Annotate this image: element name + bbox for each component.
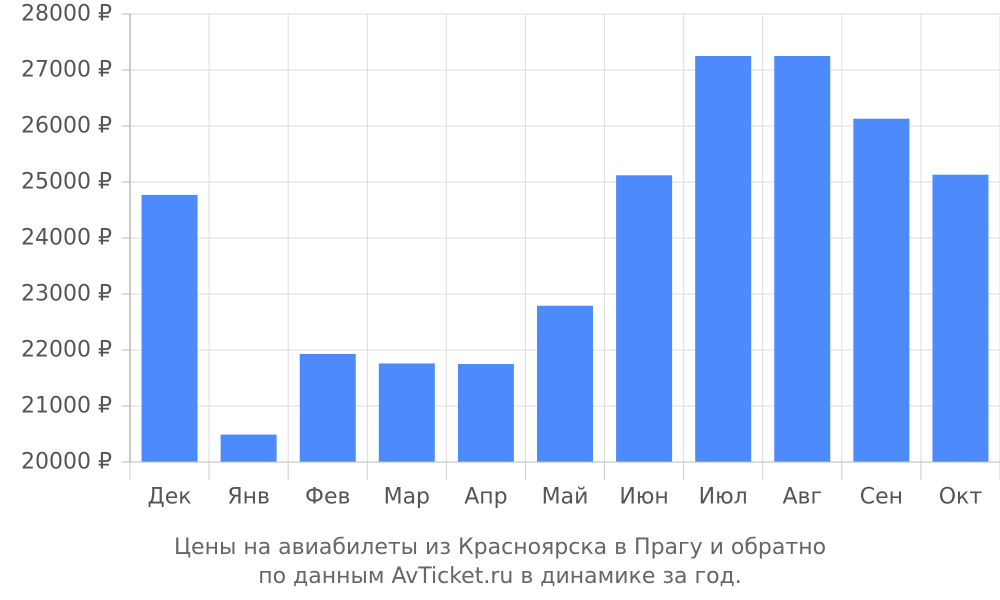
- y-tick-label: 28000 ₽: [21, 2, 112, 27]
- y-tick-label: 21000 ₽: [21, 394, 112, 419]
- y-tick-label: 20000 ₽: [21, 450, 112, 475]
- bar: [537, 305, 593, 462]
- y-tick-labels: 20000 ₽ 21000 ₽ 22000 ₽ 23000 ₽ 24000 ₽ 25000…: [21, 2, 112, 475]
- x-tick-label: Апр: [464, 485, 507, 510]
- bar: [695, 56, 752, 462]
- chart-caption-line-1: Цены на авиабилеты из Красноярска в Праг…: [173, 535, 827, 560]
- bar: [774, 56, 831, 462]
- bar: [457, 364, 514, 462]
- bar: [299, 353, 356, 462]
- x-tick-label: Сен: [860, 485, 903, 510]
- bar: [853, 118, 910, 462]
- x-tick-label: Авг: [782, 485, 822, 510]
- y-tick-label: 23000 ₽: [21, 282, 112, 307]
- bar: [616, 175, 673, 462]
- bars: [141, 56, 989, 462]
- bar: [141, 194, 198, 462]
- y-tick-label: 27000 ₽: [21, 58, 112, 83]
- bar: [220, 434, 277, 462]
- x-tick-label: Окт: [939, 485, 983, 510]
- x-tick-label: Май: [542, 485, 589, 510]
- x-tick-label: Июл: [699, 485, 748, 510]
- grid-lines: [129, 13, 1000, 463]
- y-tick-label: 25000 ₽: [21, 170, 112, 195]
- axes: [122, 13, 1000, 480]
- x-tick-labels: Дек Янв Фев Мар Апр Май Июн Июл Авг Сен Окт: [148, 485, 983, 510]
- x-tick-label: Мар: [384, 485, 430, 510]
- x-tick-label: Янв: [227, 485, 270, 510]
- x-tick-label: Июн: [619, 485, 668, 510]
- x-tick-label: Дек: [148, 485, 192, 510]
- bar: [932, 174, 989, 462]
- chart-caption-line-2: по данным AvTicket.ru в динамике за год.: [258, 564, 742, 589]
- y-tick-label: 24000 ₽: [21, 226, 112, 251]
- y-tick-label: 26000 ₽: [21, 114, 112, 139]
- y-tick-label: 22000 ₽: [21, 338, 112, 363]
- bar: [378, 363, 435, 462]
- x-tick-label: Фев: [305, 485, 350, 510]
